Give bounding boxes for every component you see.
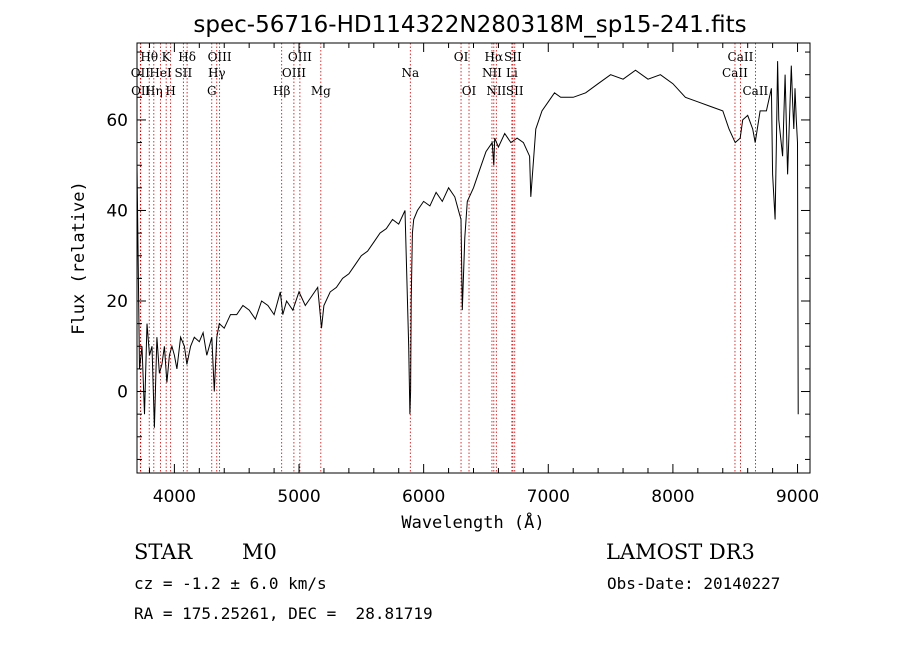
line-label: SII [175,66,193,80]
line-label: SII [504,50,522,64]
line-label: Hγ [208,66,226,80]
line-label: OIII [288,50,312,64]
line-label: OII [131,84,151,98]
x-axis-ticks: 4000 5000 6000 7000 8000 9000 [148,43,819,507]
line-label: CaII [722,66,748,80]
line-label: Hθ [140,50,158,64]
line-label: HeI [149,66,172,80]
x-tick-label: 7000 [527,487,570,507]
spectrum-line [136,61,799,428]
line-label: CaII [728,50,754,64]
line-label: OII [131,66,151,80]
line-label: Hα [485,50,504,64]
y-tick-label: 60 [106,111,128,131]
x-tick-label: 9000 [776,487,819,507]
spectral-line-labels: OIIOIIHθHηHeIKHSIIHδGHγOIIIHβOIIIOIIIMgN… [131,50,769,98]
line-label: Hβ [273,84,290,98]
line-label: H [165,84,175,98]
chart-title: spec-56716-HD114322N280318M_sp15-241.fit… [193,12,746,38]
object-type: STAR [134,540,193,564]
y-tick-label: 0 [117,383,128,403]
line-label: Li [506,66,518,80]
line-label: NII [482,66,502,80]
line-label: Na [401,66,419,80]
y-axis-ticks: 0 20 40 60 [106,51,810,460]
observation-date: Obs-Date: 20140227 [607,574,781,593]
coordinates: RA = 175.25261, DEC = 28.81719 [134,604,433,623]
x-tick-label: 4000 [153,487,196,507]
y-tick-label: 40 [106,201,128,221]
line-label: CaII [742,84,768,98]
plot-frame [136,42,811,474]
line-label: Mg [311,84,331,98]
survey-name: LAMOST DR3 [606,540,755,564]
line-label: SII [506,84,524,98]
y-axis-label: Flux (relative) [69,181,89,335]
x-axis-label: Wavelength (Å) [401,511,544,533]
redshift-velocity: cz = -1.2 ± 6.0 km/s [134,574,327,593]
line-label: Hη [145,84,163,98]
subclass: M0 [242,540,277,564]
x-tick-label: 8000 [651,487,694,507]
x-tick-label: 6000 [402,487,445,507]
line-label: OI [462,84,477,98]
spectral-line-markers [139,43,756,473]
line-label: G [207,84,217,98]
line-label: Hδ [178,50,196,64]
line-label: K [162,50,172,64]
line-label: OIII [282,66,306,80]
y-tick-label: 20 [106,292,128,312]
line-label: NII [486,84,506,98]
line-label: OI [454,50,469,64]
line-label: OIII [208,50,232,64]
x-tick-label: 5000 [277,487,320,507]
